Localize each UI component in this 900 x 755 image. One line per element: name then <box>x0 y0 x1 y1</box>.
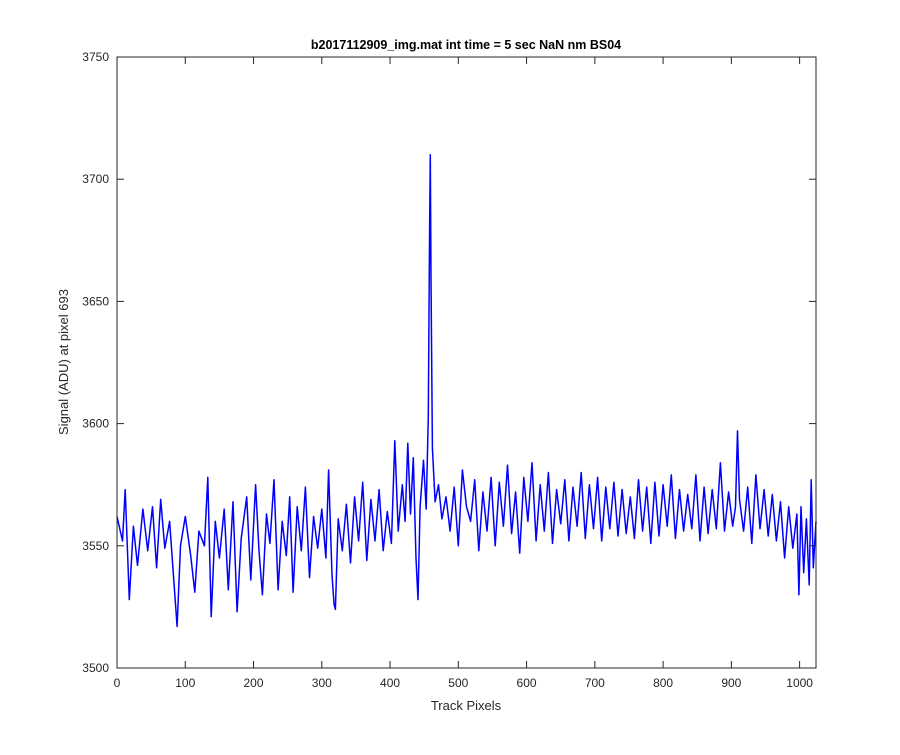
y-tick-label: 3600 <box>82 417 109 431</box>
series-layer <box>116 154 817 628</box>
x-tick-label: 600 <box>517 676 537 690</box>
x-tick-label: 100 <box>175 676 195 690</box>
plot-area <box>117 57 816 668</box>
series-line-0 <box>116 154 817 628</box>
y-tick-label: 3500 <box>82 661 109 675</box>
chart-title: b2017112909_img.mat int time = 5 sec NaN… <box>311 38 621 52</box>
x-tick-label: 500 <box>448 676 468 690</box>
x-tick-label: 700 <box>585 676 605 690</box>
x-tick-label: 800 <box>653 676 673 690</box>
x-tick-label: 0 <box>114 676 121 690</box>
axes-box <box>116 56 817 669</box>
x-tick-label: 1000 <box>786 676 813 690</box>
x-tick-label: 400 <box>380 676 400 690</box>
x-tick-label: 300 <box>312 676 332 690</box>
ticks-layer: 0 100 200 300 400 500 600 700 800 900 1000 3500 3550… <box>82 50 816 690</box>
x-tick-label: 900 <box>721 676 741 690</box>
y-tick-label: 3700 <box>82 172 109 186</box>
y-tick-label: 3650 <box>82 294 109 308</box>
y-tick-label: 3550 <box>82 539 109 553</box>
y-axis-label: Signal (ADU) at pixel 693 <box>56 289 71 435</box>
x-tick-label: 200 <box>244 676 264 690</box>
y-tick-label: 3750 <box>82 50 109 64</box>
x-axis-label: Track Pixels <box>431 698 502 713</box>
